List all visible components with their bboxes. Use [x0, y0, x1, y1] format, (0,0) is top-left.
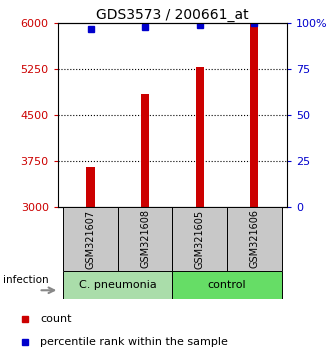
Bar: [250, 23, 258, 207]
Bar: [141, 94, 149, 207]
Text: GSM321608: GSM321608: [140, 210, 150, 268]
Text: C. pneumonia: C. pneumonia: [79, 280, 157, 290]
Text: GSM321606: GSM321606: [249, 210, 259, 268]
Text: GSM321607: GSM321607: [85, 209, 95, 269]
Bar: [196, 67, 204, 207]
Bar: [86, 167, 95, 207]
Text: count: count: [40, 314, 72, 324]
Bar: [227, 207, 281, 271]
Bar: [63, 271, 172, 299]
Text: infection: infection: [3, 275, 49, 285]
Bar: [172, 207, 227, 271]
Title: GDS3573 / 200661_at: GDS3573 / 200661_at: [96, 8, 249, 22]
Bar: [63, 207, 118, 271]
Text: control: control: [208, 280, 246, 290]
Bar: [172, 271, 281, 299]
Text: GSM321605: GSM321605: [195, 209, 205, 269]
Text: percentile rank within the sample: percentile rank within the sample: [40, 337, 228, 347]
Bar: [118, 207, 172, 271]
